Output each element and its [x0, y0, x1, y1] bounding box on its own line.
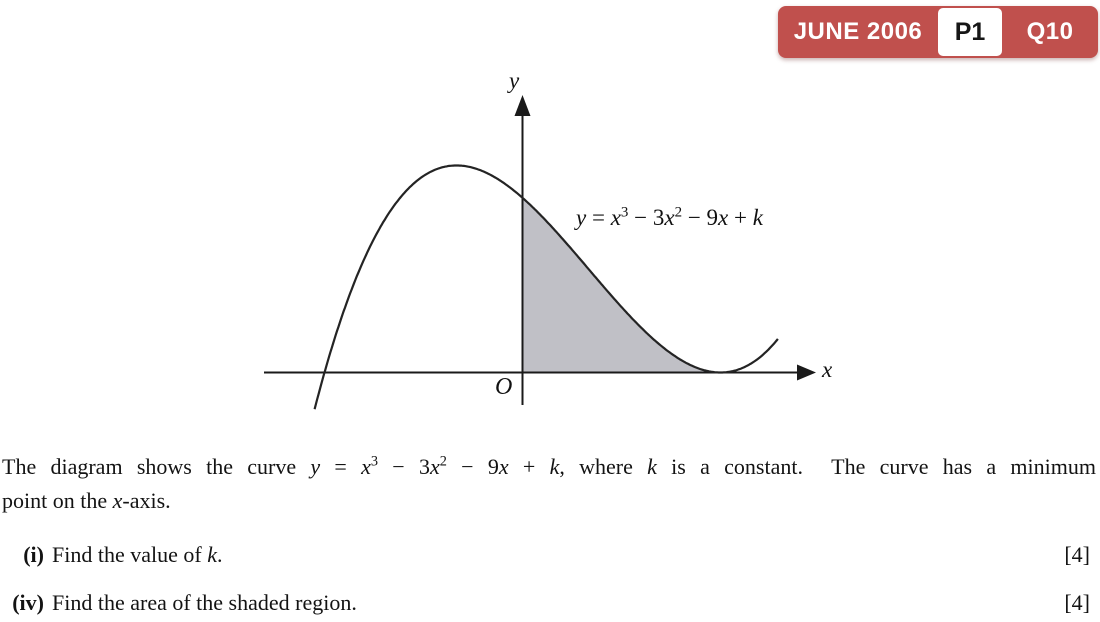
x-axis-arrow-icon: [797, 364, 816, 381]
question-text: Find the value of k.: [52, 542, 223, 567]
question-row-iv: (iv) Find the area of the shaded region.…: [2, 589, 1090, 617]
shaded-region: [522, 197, 721, 373]
badge-paper-label: P1: [938, 8, 1002, 56]
question-label: (i): [23, 542, 44, 567]
y-axis-label: y: [509, 68, 520, 93]
cubic-curve: [313, 164, 779, 410]
question-label: (iv): [12, 590, 44, 615]
problem-statement-line-1: The diagram shows the curve y = x3 − 3x2…: [2, 453, 1096, 479]
marks-badge: [4]: [1064, 542, 1090, 567]
question-row-i: (i) Find the value of k. [4]: [2, 541, 1090, 569]
marks-badge: [4]: [1064, 590, 1090, 615]
problem-statement: The diagram shows the curve y = x3 − 3x2…: [2, 450, 1096, 518]
problem-statement-line-2: point on the x-axis.: [2, 488, 171, 513]
origin-label: O: [495, 374, 513, 400]
curve-equation-label: y = x3 − 3x2 − 9x + k: [576, 204, 763, 230]
question-text: Find the area of the shaded region.: [52, 590, 357, 615]
x-axis-label: x: [822, 357, 833, 382]
badge-session-label: JUNE 2006: [793, 18, 923, 45]
badge-question-label: Q10: [1026, 18, 1074, 45]
y-axis-arrow-icon: [514, 95, 531, 116]
past-paper-badge: JUNE 2006 P1 Q10: [778, 6, 1098, 58]
